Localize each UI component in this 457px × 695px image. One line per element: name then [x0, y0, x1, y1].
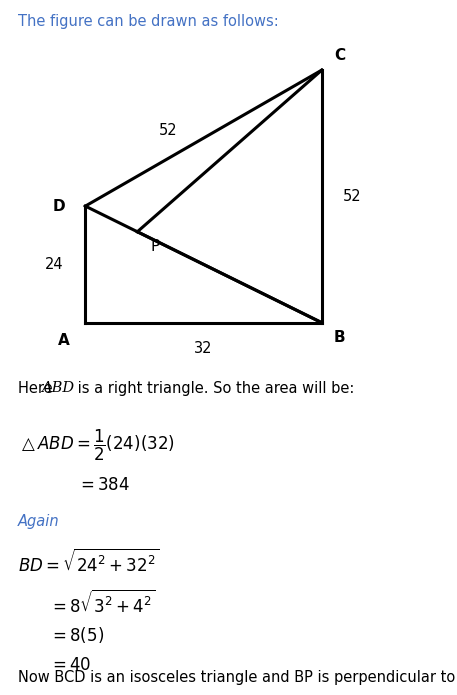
Text: $= 8(5)$: $= 8(5)$: [48, 625, 104, 645]
Text: P: P: [150, 239, 159, 254]
Text: Here: Here: [18, 381, 57, 395]
Text: $= 40$: $= 40$: [48, 656, 91, 674]
Text: A: A: [58, 334, 69, 348]
Text: B: B: [334, 329, 345, 345]
Text: 52: 52: [343, 189, 362, 204]
Text: The figure can be drawn as follows:: The figure can be drawn as follows:: [18, 14, 279, 29]
Text: ABD: ABD: [41, 381, 74, 395]
Text: $BD = \sqrt{24^2 + 32^2}$: $BD = \sqrt{24^2 + 32^2}$: [18, 548, 159, 576]
Text: D: D: [53, 199, 65, 213]
Text: Now BCD is an isosceles triangle and BP is perpendicular to BD, therefore: Now BCD is an isosceles triangle and BP …: [18, 670, 457, 685]
Text: 52: 52: [159, 123, 178, 138]
Text: 32: 32: [194, 341, 213, 356]
Text: $= 8\sqrt{3^2 + 4^2}$: $= 8\sqrt{3^2 + 4^2}$: [48, 590, 155, 617]
Text: $= 384$: $= 384$: [77, 476, 130, 494]
Text: $\triangle ABD = \dfrac{1}{2}(24)(32)$: $\triangle ABD = \dfrac{1}{2}(24)(32)$: [18, 428, 175, 464]
Text: 24: 24: [45, 257, 64, 272]
Text: C: C: [334, 48, 345, 63]
Text: Again: Again: [18, 514, 59, 529]
Text: is a right triangle. So the area will be:: is a right triangle. So the area will be…: [73, 381, 354, 395]
